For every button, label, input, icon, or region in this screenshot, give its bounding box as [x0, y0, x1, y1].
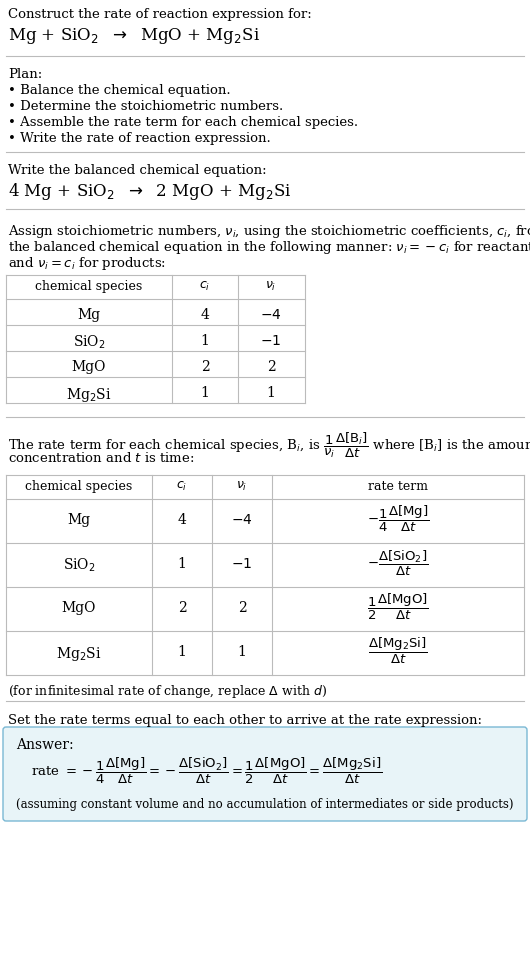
Text: $-1$: $-1$: [232, 557, 253, 571]
Text: SiO$_2$: SiO$_2$: [63, 557, 95, 575]
Text: Set the rate terms equal to each other to arrive at the rate expression:: Set the rate terms equal to each other t…: [8, 714, 482, 727]
Text: SiO$_2$: SiO$_2$: [73, 334, 105, 351]
Text: (for infinitesimal rate of change, replace $\Delta$ with $d$): (for infinitesimal rate of change, repla…: [8, 683, 327, 700]
Text: Write the balanced chemical equation:: Write the balanced chemical equation:: [8, 164, 267, 177]
Text: chemical species: chemical species: [36, 280, 143, 293]
Text: • Assemble the rate term for each chemical species.: • Assemble the rate term for each chemic…: [8, 116, 358, 129]
Text: Construct the rate of reaction expression for:: Construct the rate of reaction expressio…: [8, 8, 312, 21]
Text: 1: 1: [178, 557, 187, 571]
Text: $\dfrac{\Delta[\mathrm{Mg_2Si}]}{\Delta t}$: $\dfrac{\Delta[\mathrm{Mg_2Si}]}{\Delta …: [368, 636, 428, 666]
Text: 2: 2: [201, 360, 209, 374]
Text: 4: 4: [178, 513, 187, 527]
Text: $-\dfrac{1}{4}\dfrac{\Delta[\mathrm{Mg}]}{\Delta t}$: $-\dfrac{1}{4}\dfrac{\Delta[\mathrm{Mg}]…: [367, 504, 429, 534]
Text: $\nu_i$: $\nu_i$: [236, 480, 248, 493]
Text: (assuming constant volume and no accumulation of intermediates or side products): (assuming constant volume and no accumul…: [16, 798, 514, 811]
Text: rate term: rate term: [368, 480, 428, 493]
Text: 1: 1: [178, 645, 187, 659]
Text: 4 Mg + SiO$_2$  $\rightarrow$  2 MgO + Mg$_2$Si: 4 Mg + SiO$_2$ $\rightarrow$ 2 MgO + Mg$…: [8, 181, 292, 202]
Text: • Balance the chemical equation.: • Balance the chemical equation.: [8, 84, 231, 97]
Text: • Determine the stoichiometric numbers.: • Determine the stoichiometric numbers.: [8, 100, 283, 113]
Text: 2: 2: [237, 601, 246, 615]
Text: 4: 4: [200, 308, 209, 322]
Text: and $\nu_i = c_i$ for products:: and $\nu_i = c_i$ for products:: [8, 255, 166, 272]
Text: $c_i$: $c_i$: [199, 280, 210, 293]
Text: Mg: Mg: [67, 513, 91, 527]
Text: Mg$_2$Si: Mg$_2$Si: [56, 645, 102, 663]
Text: 2: 2: [178, 601, 187, 615]
Text: MgO: MgO: [72, 360, 106, 374]
Text: • Write the rate of reaction expression.: • Write the rate of reaction expression.: [8, 132, 271, 145]
Text: Mg$_2$Si: Mg$_2$Si: [66, 386, 112, 404]
Text: Mg + SiO$_2$  $\rightarrow$  MgO + Mg$_2$Si: Mg + SiO$_2$ $\rightarrow$ MgO + Mg$_2$S…: [8, 26, 260, 46]
Text: 2: 2: [267, 360, 276, 374]
Text: Mg: Mg: [77, 308, 101, 322]
Text: $-1$: $-1$: [260, 334, 281, 348]
Text: The rate term for each chemical species, B$_i$, is $\dfrac{1}{\nu_i}\dfrac{\Delt: The rate term for each chemical species,…: [8, 431, 530, 461]
FancyBboxPatch shape: [3, 727, 527, 821]
Text: 1: 1: [267, 386, 276, 400]
Text: $c_i$: $c_i$: [176, 480, 188, 493]
Text: 1: 1: [200, 386, 209, 400]
Text: chemical species: chemical species: [25, 480, 132, 493]
Text: Plan:: Plan:: [8, 68, 42, 81]
Text: $\nu_i$: $\nu_i$: [266, 280, 277, 293]
Text: 1: 1: [237, 645, 246, 659]
Text: Answer:: Answer:: [16, 738, 74, 752]
Text: rate $= -\dfrac{1}{4}\dfrac{\Delta[\mathrm{Mg}]}{\Delta t} = -\dfrac{\Delta[\mat: rate $= -\dfrac{1}{4}\dfrac{\Delta[\math…: [31, 756, 382, 786]
Text: MgO: MgO: [62, 601, 96, 615]
Text: $\dfrac{1}{2}\dfrac{\Delta[\mathrm{MgO}]}{\Delta t}$: $\dfrac{1}{2}\dfrac{\Delta[\mathrm{MgO}]…: [367, 591, 429, 622]
Text: concentration and $t$ is time:: concentration and $t$ is time:: [8, 451, 195, 465]
Text: $-4$: $-4$: [231, 513, 253, 527]
Text: the balanced chemical equation in the following manner: $\nu_i = -c_i$ for react: the balanced chemical equation in the fo…: [8, 239, 530, 256]
Text: 1: 1: [200, 334, 209, 348]
Text: Assign stoichiometric numbers, $\nu_i$, using the stoichiometric coefficients, $: Assign stoichiometric numbers, $\nu_i$, …: [8, 223, 530, 240]
Text: $-\dfrac{\Delta[\mathrm{SiO_2}]}{\Delta t}$: $-\dfrac{\Delta[\mathrm{SiO_2}]}{\Delta …: [367, 549, 429, 578]
Text: $-4$: $-4$: [260, 308, 282, 322]
